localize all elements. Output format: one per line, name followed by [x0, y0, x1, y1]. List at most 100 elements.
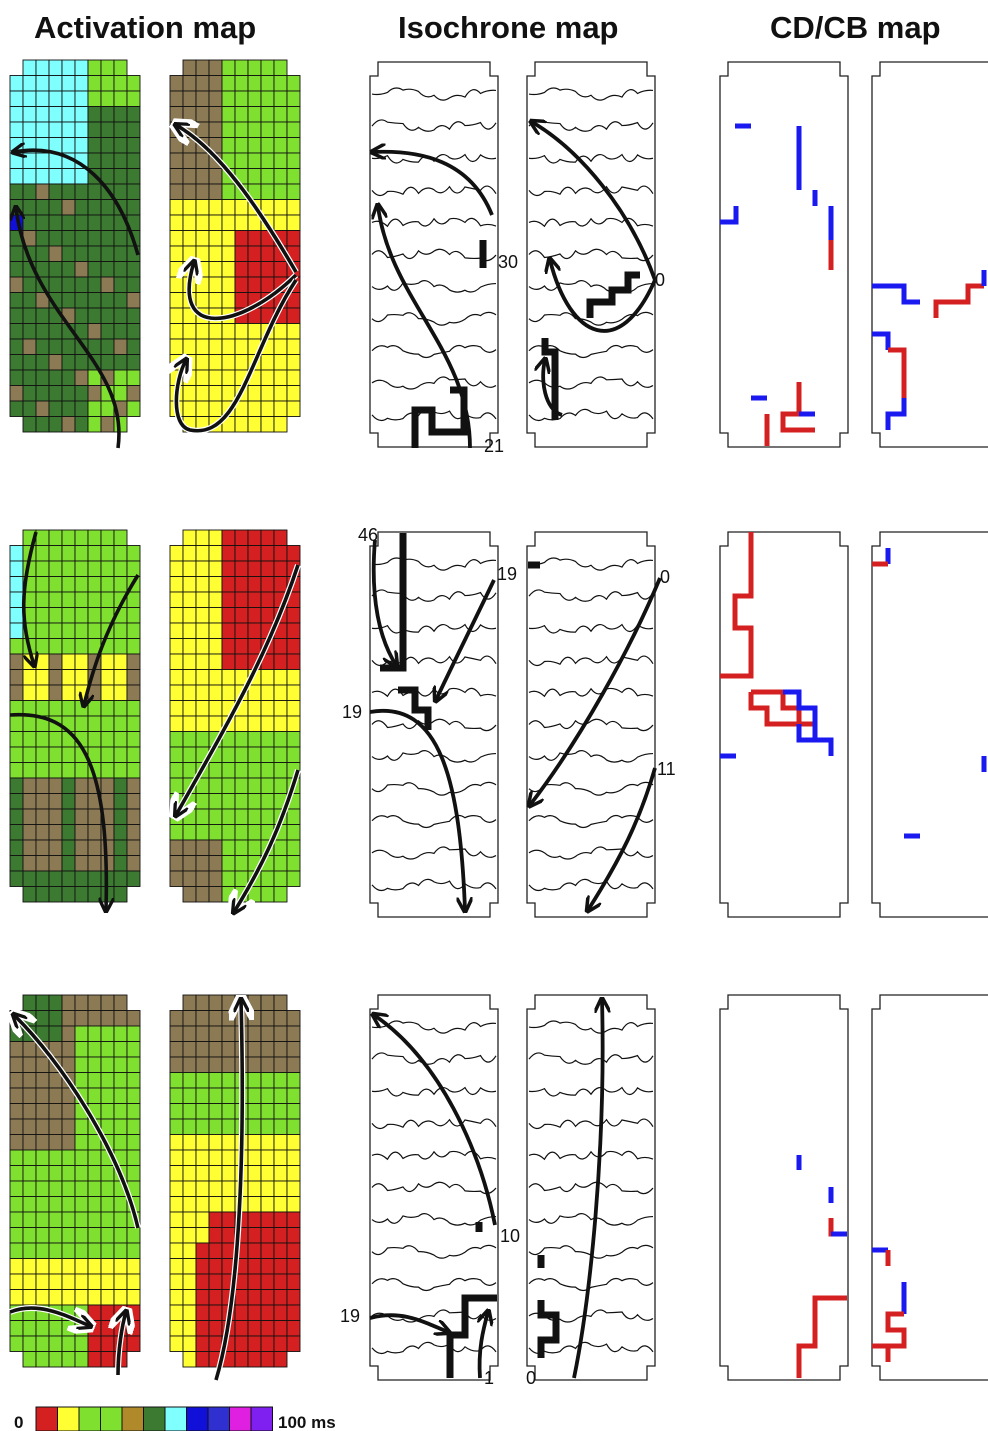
isochrone-line	[371, 1244, 497, 1259]
activation-cell	[273, 199, 288, 216]
activation-cell	[9, 292, 24, 309]
activation-cell	[9, 338, 24, 355]
activation-cell	[48, 638, 63, 655]
activation-cell	[48, 1335, 63, 1352]
activation-cell	[208, 886, 223, 903]
conduction-delay-segment	[720, 532, 754, 679]
activation-cell	[113, 385, 128, 402]
activation-cell	[182, 576, 197, 593]
activation-cell	[260, 1072, 275, 1089]
activation-cell	[113, 653, 128, 670]
activation-cell	[35, 245, 50, 262]
activation-cell	[182, 622, 197, 639]
activation-cell	[273, 1258, 288, 1275]
activation-cell	[113, 152, 128, 169]
activation-cell	[35, 1273, 50, 1290]
activation-cell	[22, 385, 37, 402]
activation-cell	[61, 576, 76, 593]
activation-cell	[182, 90, 197, 107]
isochrone-line	[371, 376, 497, 390]
activation-cell	[126, 560, 141, 577]
activation-cell	[61, 1165, 76, 1182]
activation-cell	[126, 622, 141, 639]
activation-cell	[208, 369, 223, 386]
activation-cell	[113, 824, 128, 841]
activation-cell	[48, 1289, 63, 1306]
activation-cell	[35, 529, 50, 546]
activation-cell	[247, 793, 262, 810]
activation-cell	[48, 793, 63, 810]
activation-cell	[247, 762, 262, 779]
activation-cell	[22, 1320, 37, 1337]
panel-outline	[526, 61, 656, 448]
activation-cell	[113, 121, 128, 138]
activation-cell	[260, 1273, 275, 1290]
activation-cell	[195, 545, 210, 562]
activation-cell	[126, 137, 141, 154]
activation-cell	[208, 106, 223, 123]
activation-cell	[247, 560, 262, 577]
activation-cell	[22, 731, 37, 748]
activation-cell	[182, 560, 197, 577]
activation-cell	[113, 669, 128, 686]
activation-cell	[260, 545, 275, 562]
activation-cell	[113, 622, 128, 639]
activation-cell	[113, 684, 128, 701]
activation-cell	[247, 1134, 262, 1151]
activation-cell	[221, 385, 236, 402]
isochrone-line	[528, 87, 654, 101]
isochrone-propagation-arrow	[572, 1000, 603, 1379]
activation-cell	[100, 1351, 115, 1368]
activation-cell	[87, 1289, 102, 1306]
activation-cell	[260, 762, 275, 779]
activation-cell	[22, 400, 37, 417]
activation-cell	[247, 824, 262, 841]
activation-cell	[74, 400, 89, 417]
activation-cell	[113, 1196, 128, 1213]
activation-cell	[182, 1180, 197, 1197]
activation-cell	[35, 1211, 50, 1228]
activation-cell	[9, 1149, 24, 1166]
activation-cell	[286, 545, 301, 562]
activation-cell	[169, 75, 184, 92]
activation-cell	[208, 994, 223, 1011]
activation-cell	[234, 276, 249, 293]
activation-cell	[100, 777, 115, 794]
activation-cell	[208, 762, 223, 779]
activation-cell	[260, 276, 275, 293]
activation-cell	[87, 385, 102, 402]
activation-cell	[195, 870, 210, 887]
activation-cell	[61, 622, 76, 639]
activation-cell	[195, 385, 210, 402]
activation-cell	[74, 576, 89, 593]
activation-cell	[247, 90, 262, 107]
activation-cell	[182, 1134, 197, 1151]
activation-cell	[48, 622, 63, 639]
activation-cell	[247, 75, 262, 92]
isochrone-line	[371, 589, 497, 602]
activation-cell	[182, 653, 197, 670]
activation-cell	[100, 762, 115, 779]
activation-cell	[273, 416, 288, 433]
activation-cell	[74, 75, 89, 92]
activation-cell	[260, 886, 275, 903]
activation-cell	[247, 576, 262, 593]
activation-cell	[208, 354, 223, 371]
activation-cell	[35, 199, 50, 216]
activation-cell	[35, 106, 50, 123]
activation-cell	[35, 1258, 50, 1275]
activation-cell	[260, 354, 275, 371]
activation-grid-r2a	[9, 529, 141, 903]
activation-cell	[234, 1289, 249, 1306]
panel-outline	[526, 531, 656, 918]
activation-cell	[35, 777, 50, 794]
activation-cell	[234, 607, 249, 624]
activation-cell	[195, 90, 210, 107]
activation-cell	[35, 1180, 50, 1197]
activation-cell	[195, 168, 210, 185]
activation-cell	[247, 1072, 262, 1089]
activation-cell	[195, 1258, 210, 1275]
activation-cell	[126, 715, 141, 732]
activation-cell	[87, 839, 102, 856]
activation-cell	[247, 1103, 262, 1120]
